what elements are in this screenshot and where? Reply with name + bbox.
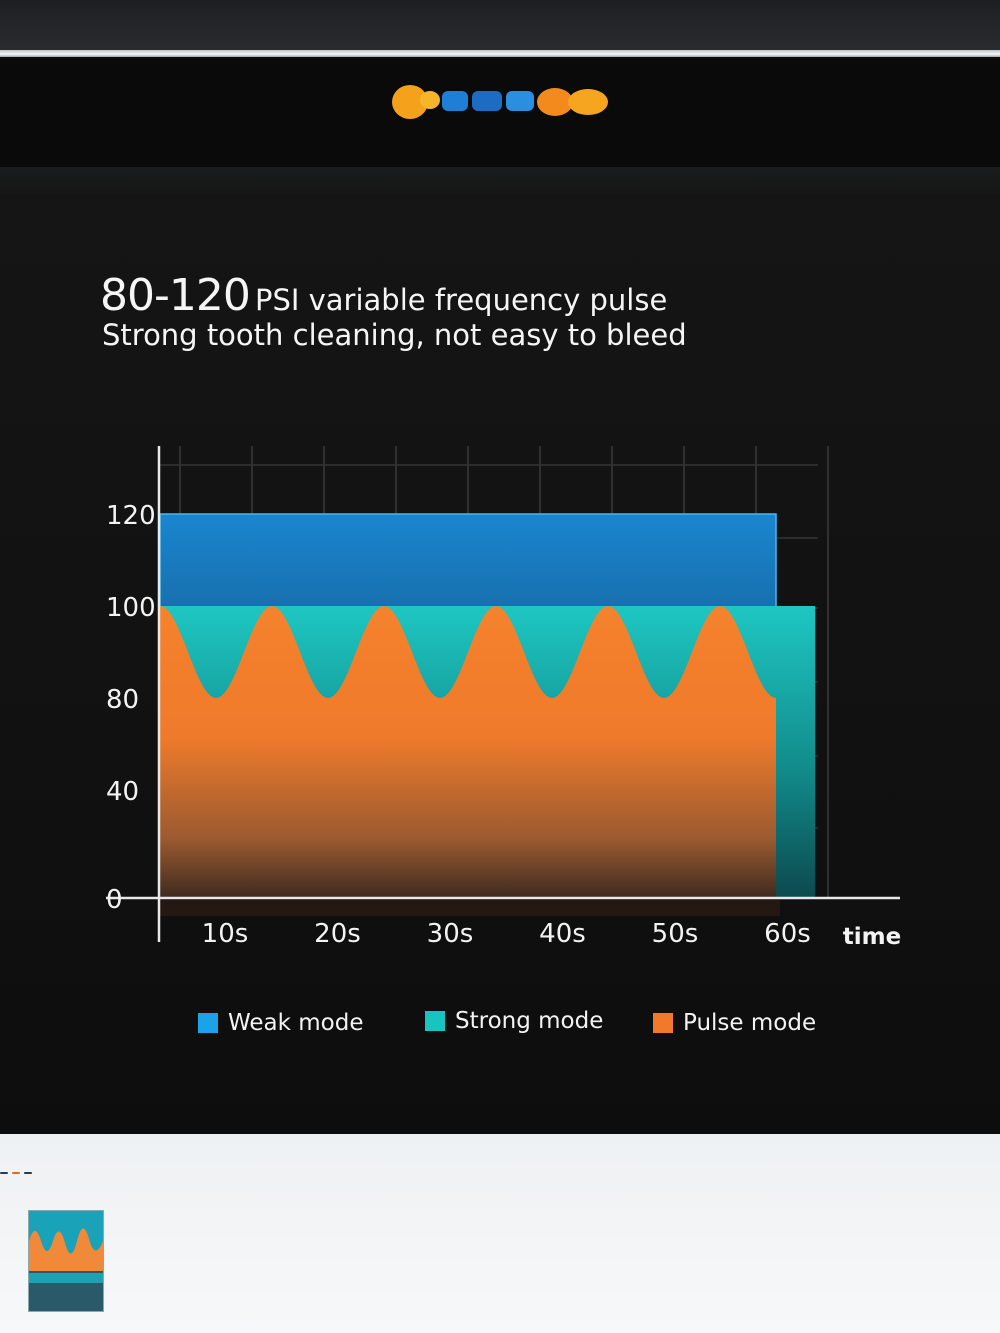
footer-badge: [12, 1172, 20, 1174]
x-tick-label: 50s: [652, 919, 699, 949]
headline: 80-120 PSI variable frequency pulse: [100, 270, 667, 321]
product-thumbnail: [28, 1210, 104, 1312]
x-tick-label: 20s: [314, 919, 361, 949]
subheadline: Strong tooth cleaning, not easy to bleed: [102, 318, 687, 352]
area-pulse-mode: [160, 606, 776, 898]
legend-strong-mode: Strong mode: [425, 1008, 603, 1034]
top-strip: [0, 0, 1000, 50]
footer-badge: [24, 1172, 32, 1174]
x-tick-label: 60s: [764, 919, 811, 949]
legend-swatch-weak: [198, 1013, 218, 1033]
x-axis-label: time: [843, 924, 901, 950]
legend-pulse-mode: Pulse mode: [653, 1010, 816, 1036]
baseline-shadow: [160, 900, 780, 916]
top-divider: [0, 50, 1000, 57]
footer-badge: [0, 1172, 8, 1174]
y-tick-label: 120: [106, 501, 156, 531]
pressure-chart: 0 40 80 100 120 10s 20s 30s 40s 50s 60s time: [106, 446, 901, 950]
chart-axes: [106, 446, 900, 942]
legend-label-pulse: Pulse mode: [683, 1010, 817, 1036]
headline-text: PSI variable frequency pulse: [254, 283, 668, 317]
x-tick-label: 40s: [539, 919, 586, 949]
x-tick-label: 30s: [427, 919, 474, 949]
legend-swatch-strong: [425, 1011, 445, 1031]
y-tick-label: 80: [106, 685, 139, 715]
header-band: [0, 167, 1000, 199]
y-tick-label: 0: [106, 885, 123, 915]
brand-logo-icon: [392, 85, 608, 119]
y-tick-label: 40: [106, 777, 139, 807]
headline-pressure: 80-120: [100, 270, 251, 321]
x-tick-label: 10s: [202, 919, 249, 949]
chart-areas: [159, 513, 816, 916]
y-tick-label: 100: [106, 593, 156, 623]
chart-legend: Weak mode Strong mode Pulse mode: [0, 1008, 1000, 1042]
legend-label-weak: Weak mode: [228, 1010, 364, 1036]
legend-label-strong: Strong mode: [455, 1008, 604, 1034]
legend-weak-mode: Weak mode: [198, 1010, 364, 1036]
footer-panel: [0, 1134, 1000, 1333]
chart-tick-labels: 0 40 80 100 120 10s 20s 30s 40s 50s 60s time: [106, 501, 901, 950]
footer-badges: [0, 1172, 32, 1174]
header-bar: [0, 57, 1000, 167]
legend-swatch-pulse: [653, 1013, 673, 1033]
